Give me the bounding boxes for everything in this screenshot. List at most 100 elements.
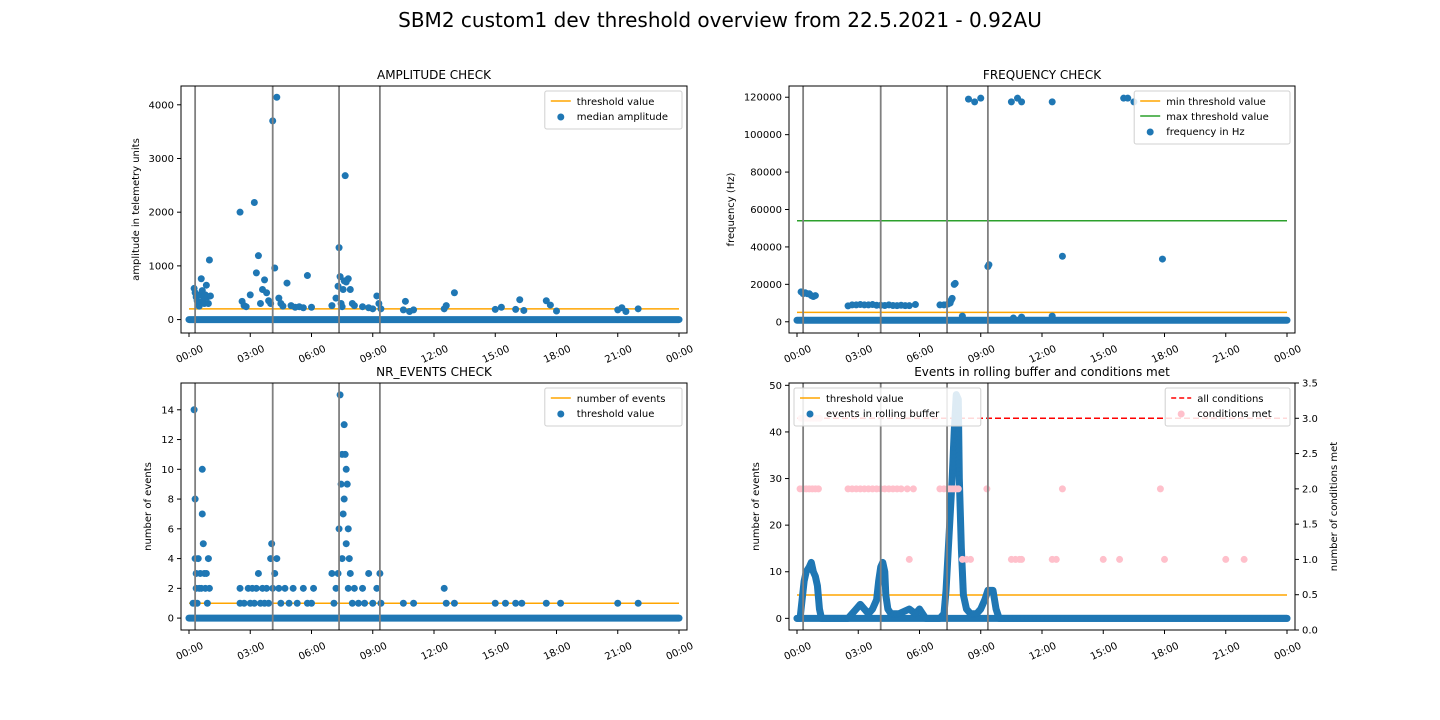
data-point [198,510,206,518]
data-point [546,301,554,309]
data-point [958,312,966,320]
data-point [814,485,822,493]
data-point [553,307,560,315]
data-point [236,584,244,592]
chart-title: Events in rolling buffer and conditions … [914,365,1170,379]
data-point [1116,555,1124,563]
data-point [905,555,913,563]
data-point [341,172,349,180]
data-point [338,303,346,311]
x-tick-label: 00:00 [783,641,814,663]
data-point [273,555,281,563]
legend: threshold value events in rolling buffer [793,387,982,427]
data-point [328,302,336,310]
data-point [206,292,214,300]
legend-entry: conditions met [1197,409,1272,420]
x-tick-label: 06:00 [905,641,936,663]
data-point [205,584,213,592]
data-point [377,305,385,313]
data-point [1048,98,1056,106]
x-tick-label: 03:00 [844,344,875,366]
data-point [450,599,458,607]
data-point [348,599,356,607]
data-point [246,291,254,299]
data-point [281,584,289,592]
data-point [983,485,991,493]
data-point [190,406,198,414]
data-point [268,540,276,548]
data-point [334,569,342,577]
chart-frequency: FREQUENCY CHECK 0 20000 40000 60000 80000 1000… [726,68,1303,366]
legend-entry: events in rolling buffer [826,409,940,420]
x-tick-label: 00:00 [175,641,206,663]
data-point [557,599,565,607]
x-tick-label: 15:00 [481,344,512,366]
data-point [1018,555,1026,563]
y-tick-label: 100000 [744,130,782,141]
y-tick-label: 4 [168,554,174,565]
data-point [250,199,258,207]
data-point [308,599,315,607]
data-point [1222,555,1230,563]
buffer-curve [793,391,1291,622]
x-tick-label: 18:00 [542,641,573,663]
y-tick-label: 40000 [750,242,782,253]
data-point [344,525,352,533]
data-point [252,269,260,277]
x-tick-label: 21:00 [1211,641,1242,663]
data-point [497,303,505,311]
legend: min threshold value max threshold value fr… [1133,90,1291,145]
x-tick-label: 21:00 [603,641,634,663]
data-point [328,569,336,577]
data-point [450,289,458,297]
data-point [399,306,407,314]
data-point [240,599,248,607]
data-point [1156,485,1164,493]
data-point [909,485,917,493]
data-point [512,305,520,313]
data-point [299,584,307,592]
y-axis-label: number of events [143,462,154,551]
legend-box [544,90,683,130]
data-point [308,303,315,311]
data-point [911,301,919,309]
data-point [344,275,352,283]
data-point [1279,615,1287,622]
data-point [265,599,273,607]
data-point [204,299,212,307]
data-point [365,569,373,577]
data-point [377,599,385,607]
data-point [354,599,362,607]
y-tick-label: 14 [161,405,174,416]
data-point [341,450,349,458]
data-point [977,94,985,102]
data-point [205,256,213,264]
data-point [965,95,972,103]
data-point [194,555,202,563]
y-axis-label: amplitude in telemetry units [131,138,142,281]
data-point [440,584,448,592]
data-point [897,485,905,493]
x-tick-label: 15:00 [1089,641,1120,663]
x-tick-label: 09:00 [966,344,997,366]
data-point [985,261,993,269]
y-axis-label: number of events [751,462,762,551]
x-tick-label: 00:00 [1273,641,1304,663]
y-tick-label: 0 [776,614,782,625]
data-point [951,279,959,287]
x-tick-label: 00:00 [175,344,206,366]
y-tick-label: 0 [168,315,174,326]
data-point [277,599,285,607]
data-point [285,599,293,607]
legend-marker-swatch [557,410,565,418]
y-tick-label: 30 [769,474,782,485]
data-point [1009,314,1017,322]
legend-entry: median amplitude [577,112,668,123]
legend-marker-swatch [1177,410,1185,418]
legend-box [1164,387,1291,427]
data-point [369,305,377,313]
data-point [948,294,956,302]
data-point [303,272,311,280]
data-point [410,599,418,607]
data-point [236,208,244,216]
